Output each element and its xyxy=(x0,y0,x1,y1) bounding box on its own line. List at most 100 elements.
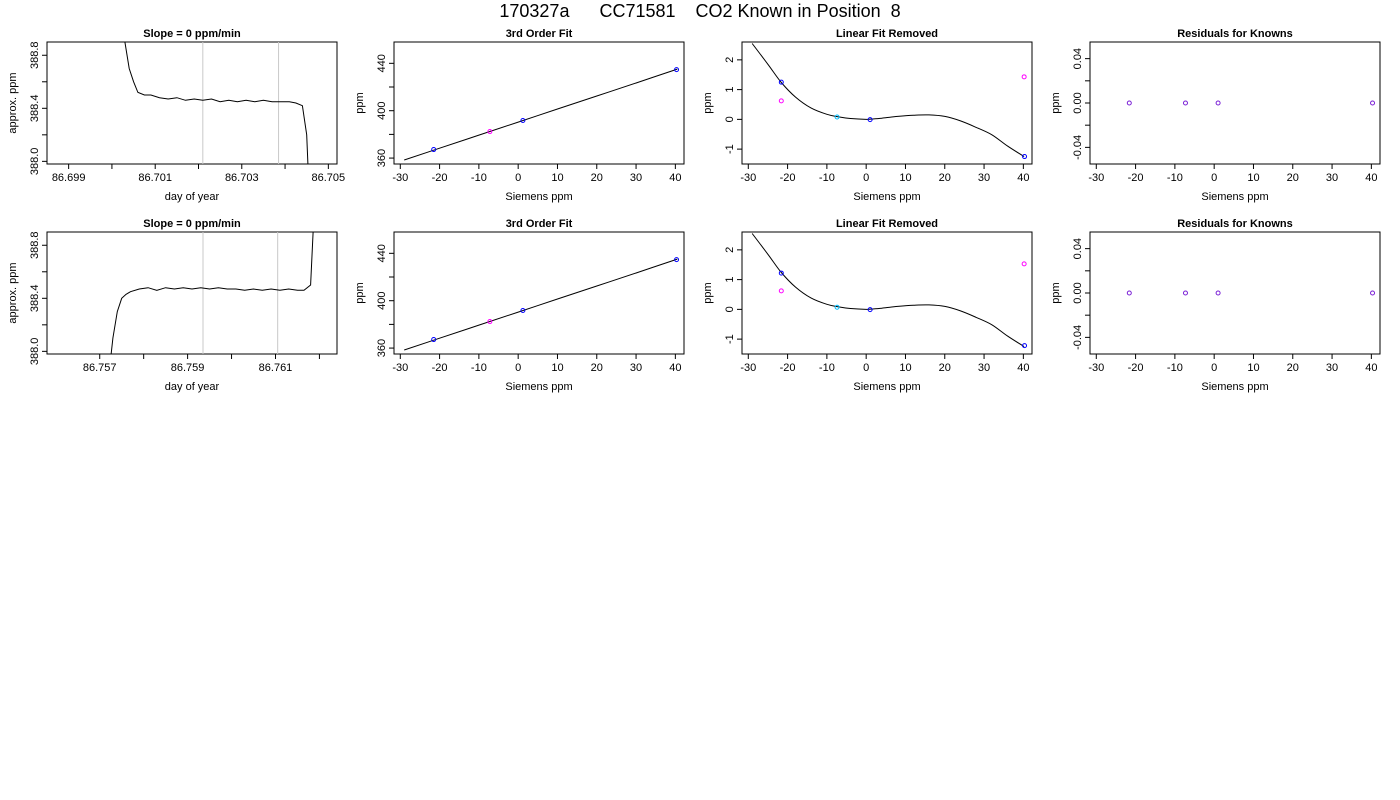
series-line xyxy=(124,42,309,164)
x-tick-label: 30 xyxy=(630,172,642,184)
x-tick-label: 20 xyxy=(1287,362,1299,374)
chart-panel-1: Slope = 0 ppm/min 86.699 86.701 86.703 86.70… xyxy=(7,28,345,203)
x-tick-label: 20 xyxy=(939,362,951,374)
y-axis-label: ppm xyxy=(354,282,366,303)
data-point xyxy=(1021,261,1027,267)
chart-panel-3: Linear Fit Removed-30 -20 -10 0 10 20 30 40-101… xyxy=(702,28,1033,203)
x-axis-label: Siemens ppm xyxy=(1201,381,1268,393)
y-tick-label: 0.04 xyxy=(1072,48,1084,69)
data-point xyxy=(1021,74,1027,80)
x-tick-label: 40 xyxy=(669,172,681,184)
x-tick-label: 40 xyxy=(1365,172,1377,184)
x-tick-label: 30 xyxy=(978,362,990,374)
x-tick-label: 40 xyxy=(1017,362,1029,374)
plot-frame xyxy=(741,231,1033,355)
y-tick-label: -1 xyxy=(724,334,736,344)
data-point xyxy=(1182,100,1188,106)
x-tick-label: 20 xyxy=(591,172,603,184)
plot-frame xyxy=(1089,231,1381,355)
data-point xyxy=(778,79,784,85)
x-tick-label: 40 xyxy=(1017,172,1029,184)
x-tick-label: 10 xyxy=(899,362,911,374)
data-point xyxy=(834,114,840,120)
x-tick-label: 30 xyxy=(630,362,642,374)
chart-panel-4: Residuals for Knowns -30 -20 -10 0 10 20 30 40 -0… xyxy=(1050,28,1381,203)
x-tick-label: -20 xyxy=(432,362,448,374)
y-tick-label: -1 xyxy=(724,144,736,154)
x-axis-label: day of year xyxy=(165,191,220,203)
data-point xyxy=(867,307,873,313)
plot-frame xyxy=(741,41,1033,165)
x-tick-label: 10 xyxy=(551,172,563,184)
x-tick-label: -10 xyxy=(471,172,487,184)
y-tick-label: 388.0 xyxy=(29,148,41,176)
x-tick-label: -20 xyxy=(780,362,796,374)
x-tick-label: -10 xyxy=(1167,172,1183,184)
x-tick-label: 86.703 xyxy=(225,172,259,184)
data-point xyxy=(778,288,784,294)
y-tick-label: 440 xyxy=(376,54,388,72)
data-point xyxy=(778,270,784,276)
plot-area xyxy=(404,258,678,351)
x-tick-label: 0 xyxy=(1211,362,1217,374)
x-axis-label: Siemens ppm xyxy=(1201,191,1268,203)
y-tick-label: 1 xyxy=(724,277,736,283)
data-point xyxy=(520,118,526,124)
series-line xyxy=(110,232,314,354)
y-axis-label: ppm xyxy=(702,92,714,113)
data-point xyxy=(778,98,784,104)
data-point xyxy=(431,337,437,343)
plot-area xyxy=(751,233,1025,348)
chart-panel-6: 3rd Order Fit -30 -20 -10 0 10 20 30 40 360 400 440… xyxy=(354,218,685,393)
x-tick-label: -10 xyxy=(1167,362,1183,374)
page-title: 170327a CC71581 CO2 Known in Position 8 xyxy=(499,1,901,21)
data-point xyxy=(1126,290,1132,296)
plot-frame xyxy=(393,41,685,165)
data-point xyxy=(487,129,493,135)
x-tick-label: 40 xyxy=(669,362,681,374)
x-axis-label: Siemens ppm xyxy=(505,381,572,393)
x-tick-label: 0 xyxy=(515,172,521,184)
y-axis-label: ppm xyxy=(1050,92,1062,113)
x-tick-label: 30 xyxy=(978,172,990,184)
x-tick-label: 86.759 xyxy=(171,362,205,374)
plot-frame xyxy=(1089,41,1381,165)
plot-frame xyxy=(46,41,338,165)
x-tick-label: 86.699 xyxy=(52,172,86,184)
x-tick-label: 20 xyxy=(591,362,603,374)
y-tick-label: 388.0 xyxy=(29,338,41,366)
x-tick-label: -30 xyxy=(392,172,408,184)
x-tick-label: 0 xyxy=(515,362,521,374)
x-tick-label: 30 xyxy=(1326,172,1338,184)
x-tick-label: 30 xyxy=(1326,362,1338,374)
fit-curve xyxy=(404,258,678,351)
y-tick-label: 388.4 xyxy=(29,285,41,313)
plot-area xyxy=(124,42,309,164)
data-point xyxy=(431,147,437,153)
x-tick-label: 86.761 xyxy=(259,362,293,374)
data-point xyxy=(1182,290,1188,296)
x-tick-label: 10 xyxy=(551,362,563,374)
x-tick-label: 10 xyxy=(1247,172,1259,184)
x-tick-label: -10 xyxy=(819,172,835,184)
plot-frame xyxy=(46,231,338,355)
x-axis-label: Siemens ppm xyxy=(853,191,920,203)
y-axis-label: ppm xyxy=(702,282,714,303)
y-tick-label: 360 xyxy=(376,149,388,167)
x-tick-label: 10 xyxy=(1247,362,1259,374)
x-tick-label: -20 xyxy=(1128,362,1144,374)
chart-title: Slope = 0 ppm/min xyxy=(143,28,241,40)
x-axis-label: day of year xyxy=(165,381,220,393)
chart-panel-2: 3rd Order Fit -30 -20 -10 0 10 20 30 40 360 400 440… xyxy=(354,28,685,203)
chart-title: Linear Fit Removed xyxy=(836,28,938,40)
x-tick-label: 10 xyxy=(899,172,911,184)
chart-title: Linear Fit Removed xyxy=(836,218,938,230)
plot-area xyxy=(404,68,678,161)
data-point xyxy=(674,67,680,73)
y-tick-label: 2 xyxy=(724,57,736,63)
x-tick-label: 40 xyxy=(1365,362,1377,374)
chart-title: Residuals for Knowns xyxy=(1177,218,1293,230)
y-tick-label: 388.8 xyxy=(29,41,41,69)
chart-title: Slope = 0 ppm/min xyxy=(143,218,241,230)
